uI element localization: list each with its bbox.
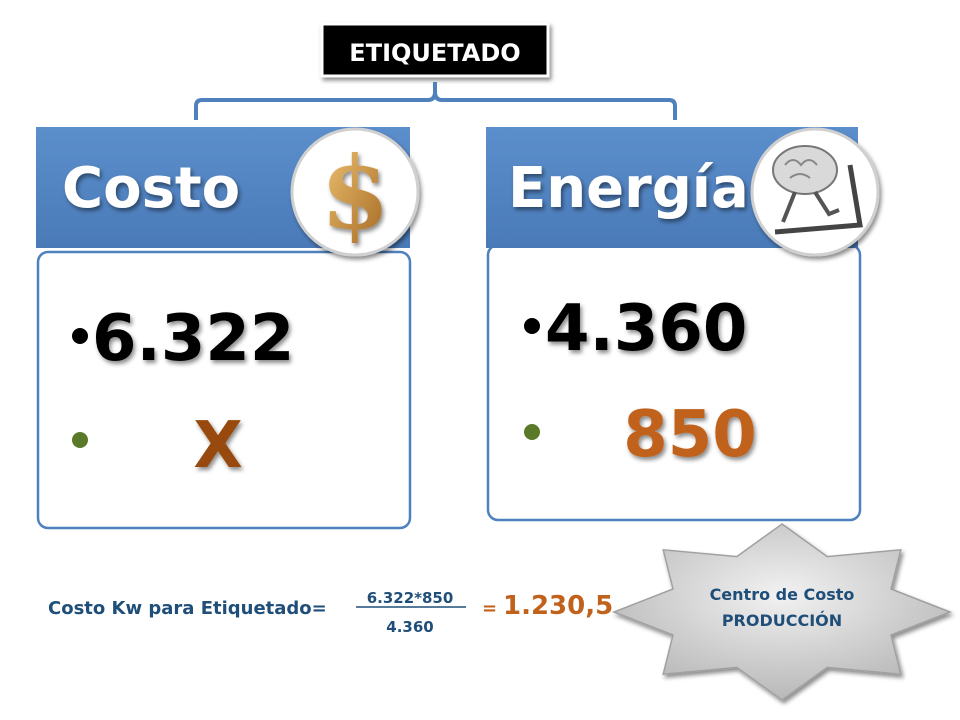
- column-body: [486, 243, 862, 522]
- icon-frame: [290, 127, 420, 257]
- item-value: 6.322: [92, 302, 294, 376]
- item-value: X: [193, 409, 242, 483]
- formula-label: Costo Kw para Etiquetado=: [48, 598, 327, 619]
- header-label: ETIQUETADO: [349, 39, 520, 67]
- formula-numerator: 6.322*850: [367, 589, 454, 607]
- badge-star: [611, 523, 953, 701]
- item-value: 850: [623, 398, 757, 472]
- bullet: [524, 318, 540, 334]
- formula-result: 1.230,5: [503, 591, 613, 621]
- column-title: Energía: [508, 156, 749, 221]
- header-box: [320, 22, 550, 78]
- bullet: [72, 328, 88, 344]
- column-body: [36, 250, 412, 530]
- bullet: [524, 424, 540, 440]
- brain-icon: [772, 145, 863, 235]
- item-value: 4.360: [545, 292, 747, 366]
- badge-line: Centro de Costo: [710, 585, 855, 604]
- formula-denominator: 4.360: [386, 618, 433, 636]
- column-title: Costo: [62, 156, 240, 221]
- bullet: [72, 432, 88, 448]
- badge-line: PRODUCCIÓN: [722, 611, 842, 630]
- formula-equals: =: [482, 598, 497, 619]
- dollar-icon: $: [320, 134, 390, 252]
- bracket: [194, 82, 677, 120]
